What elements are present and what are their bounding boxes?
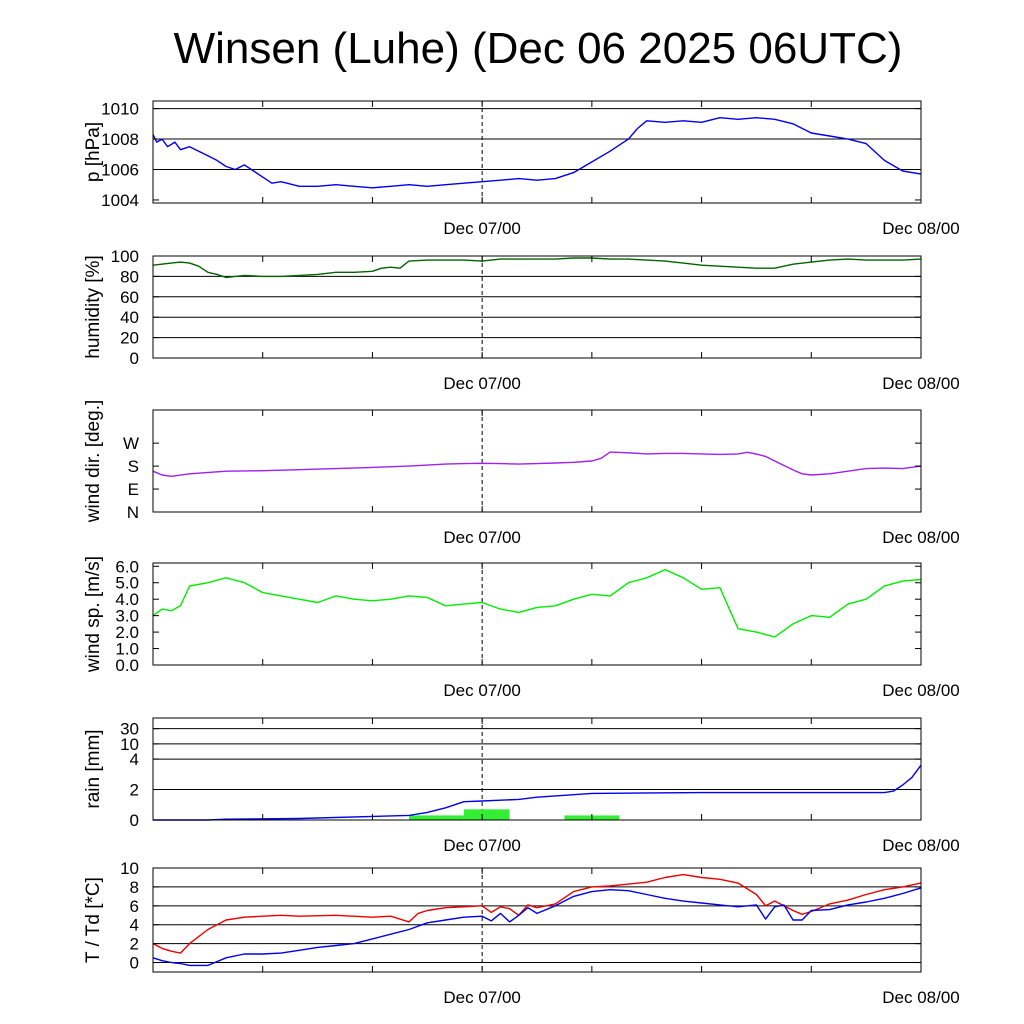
y-tick-label: 4 [130,916,139,935]
y-tick-label: 3.0 [115,607,139,626]
y-tick-label: 8 [130,878,139,897]
chart-title: Winsen (Luhe) (Dec 06 2025 06UTC) [173,24,903,73]
y-tick-label: 1006 [101,161,139,180]
y-tick-label: 6.0 [115,557,139,576]
y-tick-label: 0 [130,349,139,368]
panel-frame [152,100,922,204]
panel-frame [152,717,922,821]
x-tick-label: Dec 07/00 [443,528,521,547]
x-tick-label: Dec 07/00 [443,681,521,700]
rain-bar [409,815,464,820]
rain-bar [463,809,510,820]
panel-frame [152,255,922,359]
y-tick-label: 0.0 [115,656,139,675]
y-axis-label: p [hPa] [83,122,104,182]
dewpoint-line [152,887,922,967]
y-tick-label: 2 [130,781,139,800]
panel-frame [152,562,922,666]
x-tick-label: Dec 07/00 [443,374,521,393]
y-tick-label: 100 [111,247,139,266]
y-tick-label: 60 [120,288,139,307]
x-tick-label: Dec 08/00 [882,374,960,393]
y-tick-label: 1010 [101,100,139,119]
rain-cum-line [153,764,922,821]
y-axis-label: wind sp. [m/s] [83,556,104,673]
x-tick-label: Dec 08/00 [882,988,960,1007]
humidity-line [152,257,922,279]
panel-pressure: 1004 1006 1008 1010 Dec 07/00 Dec 08/00 p [hPa… [83,100,960,238]
y-tick-label: 30 [120,720,139,739]
y-tick-label: 0 [130,954,139,973]
y-tick-label: 80 [120,267,139,286]
x-tick-label: Dec 07/00 [443,219,521,238]
y-axis-label: T / Td [*C] [83,877,104,963]
y-tick-label: W [123,434,139,453]
wind-dir-line [152,451,922,477]
x-tick-label: Dec 07/00 [443,836,521,855]
y-axis-label: rain [mm] [83,729,104,808]
x-tick-label: Dec 08/00 [882,528,960,547]
y-tick-label: 5.0 [115,574,139,593]
y-tick-label: 1004 [101,191,139,210]
panel-wind-speed: 0.01.02.03.04.05.06.0 Dec 07/00 Dec 08/00 w… [83,556,960,700]
y-tick-label: 10 [120,735,139,754]
wind-speed-line [152,568,922,638]
y-tick-label: 20 [120,329,139,348]
y-tick-label: 40 [120,308,139,327]
y-tick-label: 4.0 [115,590,139,609]
x-tick-label: Dec 07/00 [443,988,521,1007]
x-tick-label: Dec 08/00 [882,836,960,855]
y-tick-label: N [127,503,139,522]
panel-frame [152,409,922,513]
pressure-line [152,116,922,189]
y-tick-label: S [128,457,139,476]
y-axis-label: wind dir. [deg.] [83,400,104,524]
panel-frame [152,867,922,973]
y-tick-label: 1008 [101,130,139,149]
x-tick-label: Dec 08/00 [882,219,960,238]
y-axis-label: humidity [%] [83,255,104,358]
y-tick-label: 1.0 [115,640,139,659]
y-tick-label: 0 [130,811,139,830]
y-tick-label: 10 [120,859,139,878]
x-tick-label: Dec 08/00 [882,681,960,700]
y-tick-label: 2 [130,935,139,954]
y-tick-label: 4 [130,750,139,769]
y-tick-label: 6 [130,897,139,916]
y-tick-label: E [128,480,139,499]
y-tick-label: 2.0 [115,623,139,642]
temperature-line [152,873,922,954]
